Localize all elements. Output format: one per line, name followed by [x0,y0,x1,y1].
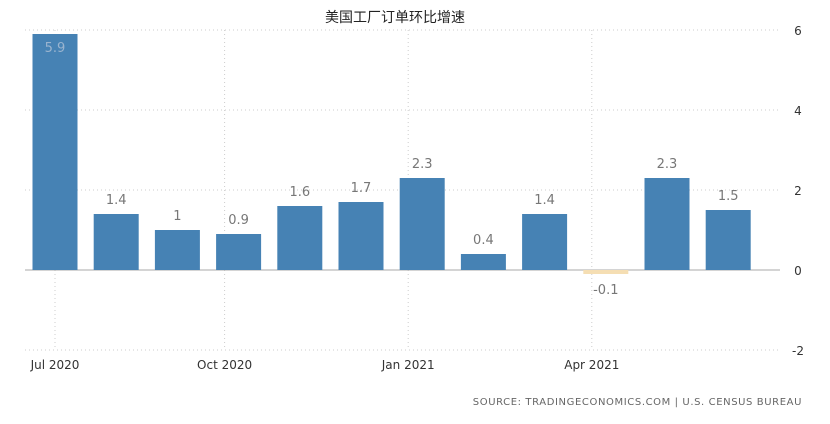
bar [522,214,568,270]
value-label: 1.5 [718,189,739,204]
x-tick-label: Apr 2021 [564,358,619,372]
value-label: 2.3 [657,157,678,172]
bar [460,254,506,270]
y-axis: 6 4 2 0 -2 [792,24,804,358]
bar [154,230,200,270]
value-label: 5.9 [45,41,66,56]
value-label: -0.1 [593,283,618,298]
bar [32,34,78,270]
y-tick-label: -2 [792,344,804,358]
bar [583,270,629,274]
value-label: 0.9 [228,213,249,228]
bar [93,214,139,270]
value-label: 1.4 [106,193,127,208]
bars-layer [32,34,751,274]
bar [216,234,262,270]
value-label: 1.4 [534,193,555,208]
y-tick-label: 0 [794,264,802,278]
x-tick-label: Oct 2020 [197,358,252,372]
value-label: 1 [173,209,181,224]
y-tick-label: 2 [794,184,802,198]
bar [277,206,323,270]
value-label: 2.3 [412,157,433,172]
y-tick-label: 4 [794,104,802,118]
x-tick-label: Jul 2020 [30,358,80,372]
x-axis: Jul 2020 Oct 2020 Jan 2021 Apr 2021 [30,358,620,372]
value-label: 1.7 [351,181,372,196]
value-labels-layer: 5.9 1.4 1 0.9 1.6 1.7 2.3 0.4 1.4 -0.1 2.3 1.5 [45,41,739,298]
x-tick-label: Jan 2021 [381,358,435,372]
y-tick-label: 6 [794,24,802,38]
value-label: 1.6 [289,185,310,200]
bar [644,178,690,270]
chart-title: 美国工厂订单环比增速 [325,10,465,26]
value-label: 0.4 [473,233,494,248]
source-credit: SOURCE: TRADINGECONOMICS.COM | U.S. CENS… [472,397,802,408]
bar [399,178,445,270]
bar [338,202,384,270]
bar [705,210,751,270]
